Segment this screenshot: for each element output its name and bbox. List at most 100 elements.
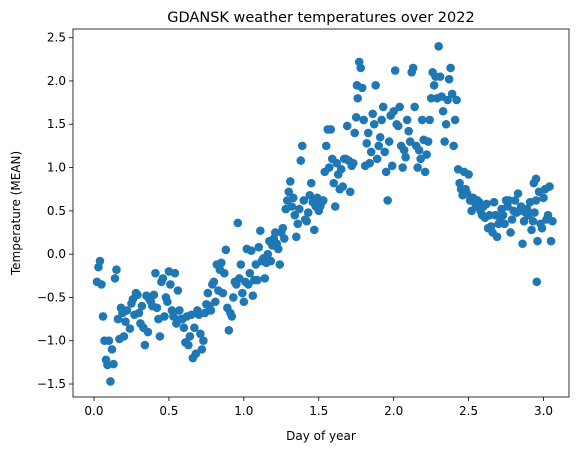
data-point [253,275,262,285]
data-point [383,196,392,205]
data-point [239,297,249,307]
data-point [143,327,153,337]
data-point [443,95,452,105]
data-point [425,115,434,125]
data-point [302,216,312,226]
chart-title: GDANSK weather temperatures over 2022 [167,10,474,26]
data-point [351,113,361,122]
data-point [299,196,309,205]
data-point [107,345,117,354]
data-point [244,280,253,289]
data-point [163,297,172,307]
data-point [104,336,114,346]
data-point [518,239,527,249]
data-point [528,216,538,226]
data-point [543,210,553,220]
data-point [288,193,298,203]
data-point [229,293,238,302]
data-point [158,274,168,283]
data-point [297,141,307,151]
data-point [284,187,294,197]
data-point [98,312,108,321]
data-point [441,119,451,129]
data-point [446,63,455,73]
data-point [420,167,430,177]
data-point [519,216,529,226]
data-point [169,312,178,321]
data-point [380,147,389,157]
data-point [294,204,304,214]
data-point [134,308,144,318]
y-tick-label: −1.0 [37,334,66,348]
data-point [170,268,180,278]
data-point [106,377,115,386]
data-point [112,265,121,275]
data-point [426,93,436,103]
data-point [390,66,400,75]
data-point [184,340,193,350]
data-point [395,102,404,112]
data-point [365,158,375,168]
data-point [342,121,352,131]
data-point [506,228,515,237]
data-point [450,115,460,125]
data-point [305,190,315,200]
data-point [513,189,523,198]
data-point [447,89,457,99]
x-tick-label: 3.0 [534,404,553,418]
data-point [423,137,433,146]
data-point [109,359,118,369]
data-point [531,196,541,205]
data-point [197,345,207,354]
data-point [273,244,283,254]
data-point [260,274,270,283]
data-point [402,115,412,125]
data-point [429,80,439,90]
data-point [371,80,380,90]
data-point [452,95,461,105]
data-point [399,145,409,155]
data-point [533,236,542,246]
data-point [95,256,105,266]
data-point [324,163,334,172]
data-point [97,280,106,289]
y-axis: −1.5 −1.0 −0.5 0.0 0.5 1.0 1.5 2.0 2.5 [37,31,73,391]
data-point [238,288,247,298]
y-tick-label: 1.5 [47,117,66,131]
x-tick-label: 1.0 [234,404,253,418]
data-point [375,132,385,142]
data-point [254,242,264,252]
data-point [422,150,431,159]
data-point [401,152,410,162]
data-point [338,182,348,191]
data-point [329,178,339,188]
data-point [113,314,123,324]
data-point [393,121,403,131]
data-point [500,219,509,229]
data-point [378,102,388,112]
data-point [266,256,276,266]
data-point [332,158,342,168]
data-point [119,332,129,341]
data-point [369,119,379,129]
data-point [290,210,300,220]
data-point [275,260,285,269]
x-tick-label: 2.0 [384,404,403,418]
data-point [546,236,556,246]
data-point [122,306,132,315]
x-axis: 0.0 0.5 1.0 1.5 2.0 2.5 3.0 [84,397,553,418]
data-point [291,232,301,242]
data-point [224,326,234,335]
data-point [326,125,336,134]
data-point [352,80,362,90]
data-point [155,332,165,341]
x-tick-label: 0.0 [84,404,103,418]
data-point [220,268,229,278]
data-point [438,106,448,116]
data-point [203,288,213,298]
data-point [405,137,415,146]
data-point [510,196,520,205]
data-point [160,312,169,321]
data-point [532,277,542,287]
